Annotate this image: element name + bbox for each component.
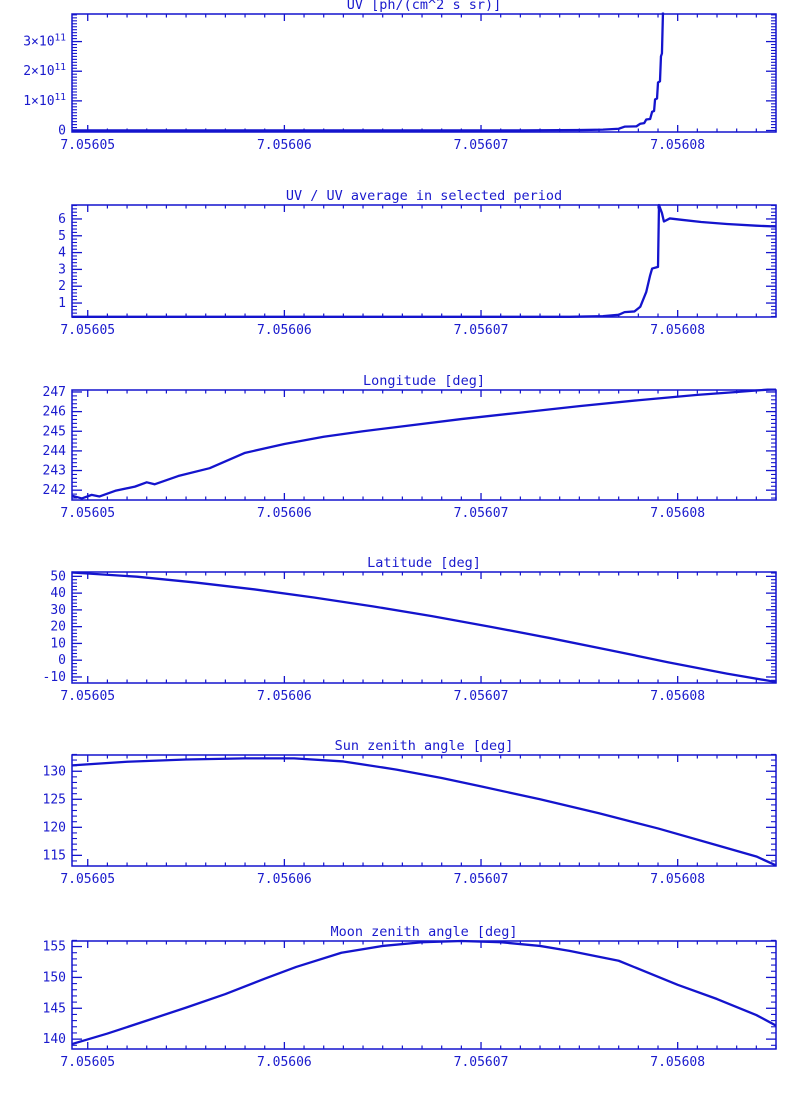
plot-title: UV / UV average in selected period	[286, 188, 562, 204]
y-tick-label: 244	[43, 444, 67, 459]
y-tick-label: 40	[50, 586, 66, 601]
plot-title: Longitude [deg]	[363, 373, 485, 389]
x-tick-label: 7.05606	[257, 1055, 312, 1070]
x-tick-label: 7.05608	[650, 323, 705, 338]
y-tick-label: 3×1011	[23, 33, 66, 50]
y-tick-label: 246	[43, 405, 66, 420]
plot-panel-5: Sun zenith angle [deg] 7.05605 7.05606 7.05…	[43, 738, 777, 887]
data-line	[72, 939, 776, 1046]
y-tick-label: 130	[43, 764, 66, 779]
x-tick-label: 7.05605	[60, 872, 115, 887]
y-tick-label: 115	[43, 848, 66, 863]
plot-title: UV [ph/(cm^2 s sr)]	[347, 0, 501, 13]
y-tick-label: 5	[58, 229, 66, 244]
y-tick-label: -10	[43, 670, 66, 685]
x-tick-label: 7.05606	[257, 138, 312, 153]
plot-frame	[71, 940, 777, 1050]
x-tick-label: 7.05608	[650, 1055, 705, 1070]
x-tick-label: 7.05606	[257, 689, 312, 704]
y-tick-label: 1	[58, 296, 66, 311]
x-tick-label: 7.05608	[650, 506, 705, 521]
y-tick-label: 0	[58, 124, 66, 139]
x-tick-label: 7.05607	[454, 138, 509, 153]
data-line	[72, 388, 776, 500]
plot-panel-6: Moon zenith angle [deg] 7.05605 7.05606 7.0…	[43, 924, 777, 1070]
x-tick-label: 7.05606	[257, 323, 312, 338]
x-tick-label: 7.05605	[60, 689, 115, 704]
plot-panel-2: UV / UV average in selected period 7.0560…	[58, 188, 777, 338]
y-tick-label: 2	[58, 279, 66, 294]
y-tick-label: 0	[58, 653, 66, 668]
plot-title: Latitude [deg]	[367, 555, 481, 571]
x-tick-label: 7.05608	[650, 138, 705, 153]
data-line	[72, 571, 776, 684]
y-tick-label: 245	[43, 424, 66, 439]
y-tick-label: 30	[50, 603, 66, 618]
plot-panel-4: Latitude [deg] 7.05605 7.05606 7.05607 7.056…	[43, 555, 777, 704]
y-tick-label: 20	[50, 620, 66, 635]
data-line	[72, 757, 776, 867]
y-tick-label: 1×1011	[23, 92, 66, 109]
y-tick-label: 242	[43, 483, 66, 498]
plot-frame	[71, 204, 777, 318]
x-tick-label: 7.05608	[650, 872, 705, 887]
plot-title: Moon zenith angle [deg]	[331, 924, 518, 940]
x-tick-label: 7.05605	[60, 323, 115, 338]
y-tick-label: 150	[43, 970, 66, 985]
data-line	[72, 203, 776, 318]
x-tick-label: 7.05605	[60, 506, 115, 521]
y-tick-label: 50	[50, 569, 66, 584]
y-tick-label: 3	[58, 262, 66, 277]
x-tick-label: 7.05607	[454, 1055, 509, 1070]
x-tick-label: 7.05607	[454, 323, 509, 338]
plot-title: Sun zenith angle [deg]	[335, 738, 514, 754]
plot-frame	[71, 13, 777, 133]
plot-panel-1: UV [ph/(cm^2 s sr)] 7.05605 7.05606 7.05607…	[23, 0, 777, 153]
plot-frame	[71, 571, 777, 684]
y-tick-label: 2×1011	[23, 62, 66, 79]
x-tick-label: 7.05607	[454, 872, 509, 887]
plot-frame	[71, 754, 777, 867]
y-tick-label: 10	[50, 636, 66, 651]
x-tick-label: 7.05606	[257, 872, 312, 887]
y-tick-label: 125	[43, 792, 66, 807]
y-tick-label: 6	[58, 212, 66, 227]
y-tick-label: 145	[43, 1001, 66, 1016]
x-tick-label: 7.05606	[257, 506, 312, 521]
x-tick-label: 7.05605	[60, 138, 115, 153]
y-tick-label: 247	[43, 385, 66, 400]
y-tick-label: 155	[43, 940, 66, 955]
y-tick-label: 243	[43, 464, 66, 479]
x-tick-label: 7.05607	[454, 689, 509, 704]
plot-panel-3: Longitude [deg] 7.05605 7.05606 7.05607 7.05…	[43, 373, 777, 521]
plot-frame	[71, 389, 777, 501]
y-tick-label: 120	[43, 820, 66, 835]
y-tick-label: 140	[43, 1032, 66, 1047]
y-tick-label: 4	[58, 246, 66, 261]
x-tick-label: 7.05607	[454, 506, 509, 521]
x-tick-label: 7.05605	[60, 1055, 115, 1070]
data-line	[72, 12, 665, 132]
x-tick-label: 7.05608	[650, 689, 705, 704]
